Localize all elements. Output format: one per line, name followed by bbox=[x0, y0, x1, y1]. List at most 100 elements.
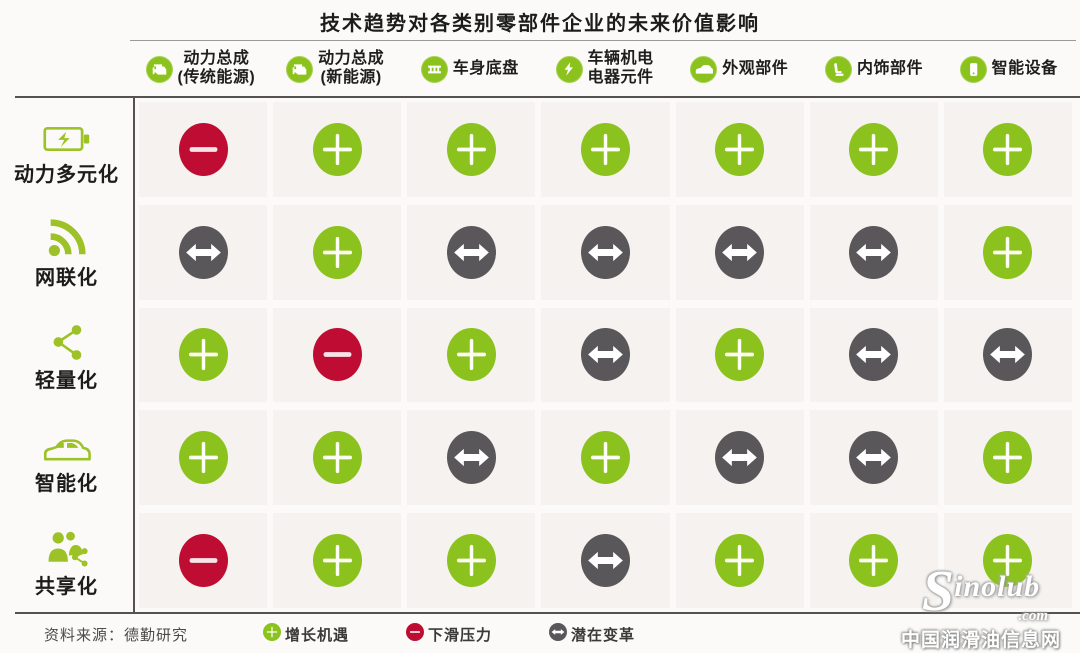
impact-matrix: 动力多元化网联化轻量化智能化共享化 bbox=[0, 98, 1080, 612]
row-header-label: 智能化 bbox=[35, 472, 98, 495]
legend-item: 增长机遇 bbox=[263, 623, 349, 646]
column-header-label: 车辆机电 电器元件 bbox=[587, 50, 654, 86]
matrix-cell bbox=[273, 307, 402, 403]
row-header-label: 轻量化 bbox=[35, 369, 98, 392]
matrix-cell bbox=[407, 410, 536, 506]
row-header-label: 网联化 bbox=[35, 267, 98, 290]
matrix-cell bbox=[809, 307, 938, 403]
matrix-cell bbox=[943, 204, 1072, 300]
plus-circle-icon bbox=[312, 225, 362, 279]
electronics-icon bbox=[555, 55, 583, 83]
plus-circle-icon bbox=[983, 534, 1033, 588]
double-arrow-circle-icon bbox=[849, 225, 899, 279]
matrix-cell bbox=[943, 513, 1072, 608]
matrix-cell bbox=[675, 410, 804, 506]
column-header: 动力总成 (传统能源) bbox=[133, 42, 268, 96]
plus-circle-icon bbox=[178, 431, 228, 485]
plus-circle-icon bbox=[446, 328, 496, 382]
table-row: 动力多元化 bbox=[0, 98, 1080, 201]
plus-circle-icon bbox=[178, 328, 228, 382]
column-header-label: 内饰部件 bbox=[856, 59, 923, 77]
plus-circle-icon bbox=[263, 623, 281, 646]
double-arrow-circle-icon bbox=[178, 225, 228, 279]
footer: 资料来源：德勤研究 增长机遇 下滑压力 潜在变革 bbox=[0, 614, 1080, 653]
legend: 增长机遇 下滑压力 潜在变革 bbox=[263, 623, 635, 646]
matrix-cell bbox=[943, 102, 1072, 197]
matrix-cell bbox=[273, 102, 402, 197]
exterior-parts-icon bbox=[690, 55, 718, 83]
table-row: 智能化 bbox=[0, 406, 1080, 509]
double-arrow-circle-icon bbox=[580, 225, 630, 279]
plus-circle-icon bbox=[983, 431, 1033, 485]
page-title: 技术趋势对各类别零部件企业的未来价值影响 bbox=[320, 13, 760, 35]
plus-circle-icon bbox=[715, 328, 765, 382]
smart-car-icon bbox=[42, 420, 92, 464]
title-divider bbox=[130, 40, 1076, 41]
plus-circle-icon bbox=[580, 431, 630, 485]
plus-circle-icon bbox=[446, 122, 496, 176]
row-header: 动力多元化 bbox=[0, 98, 133, 201]
source-note: 资料来源：德勤研究 bbox=[44, 627, 189, 644]
matrix-cell bbox=[541, 307, 670, 403]
matrix-cell bbox=[809, 513, 938, 608]
engine-new-energy-icon bbox=[286, 55, 314, 83]
double-arrow-circle-icon bbox=[849, 431, 899, 485]
minus-circle-icon bbox=[406, 623, 425, 646]
matrix-cell bbox=[541, 204, 670, 300]
matrix-cell bbox=[675, 513, 804, 608]
plus-circle-icon bbox=[312, 431, 362, 485]
double-arrow-circle-icon bbox=[715, 225, 765, 279]
matrix-cell bbox=[675, 102, 804, 197]
plus-circle-icon bbox=[849, 122, 899, 176]
legend-label: 增长机遇 bbox=[285, 627, 350, 644]
matrix-cell bbox=[139, 513, 268, 608]
row-header: 轻量化 bbox=[0, 304, 133, 407]
matrix-cell bbox=[809, 204, 938, 300]
legend-label: 潜在变革 bbox=[571, 627, 636, 644]
matrix-cell bbox=[407, 204, 536, 300]
lightweight-icon bbox=[48, 317, 86, 361]
matrix-cell bbox=[541, 102, 670, 197]
column-headers: 动力总成 (传统能源) 动力总成 (新能源) 车身底盘 车辆机电 电器元件 外观部件 内饰部件 智… bbox=[133, 42, 1076, 96]
plus-circle-icon bbox=[983, 122, 1033, 176]
matrix-cell bbox=[273, 410, 402, 506]
plus-circle-icon bbox=[580, 122, 630, 176]
chassis-icon bbox=[420, 55, 448, 83]
plus-circle-icon bbox=[312, 534, 362, 588]
column-header-label: 动力总成 (新能源) bbox=[318, 50, 385, 86]
matrix-cell bbox=[943, 307, 1072, 403]
double-arrow-circle-icon bbox=[580, 328, 630, 382]
engine-traditional-icon bbox=[145, 55, 173, 83]
table-bottom-divider bbox=[15, 612, 1080, 614]
legend-item: 下滑压力 bbox=[406, 623, 492, 646]
sharing-icon bbox=[45, 523, 89, 567]
row-header: 共享化 bbox=[0, 509, 133, 612]
matrix-cell bbox=[809, 102, 938, 197]
column-header-label: 动力总成 (传统能源) bbox=[177, 50, 256, 86]
column-header-label: 智能设备 bbox=[991, 59, 1058, 77]
column-header: 车辆机电 电器元件 bbox=[537, 42, 672, 96]
plus-circle-icon bbox=[715, 122, 765, 176]
battery-icon bbox=[42, 111, 91, 155]
matrix-cell bbox=[809, 410, 938, 506]
row-header: 网联化 bbox=[0, 201, 133, 304]
interior-parts-icon bbox=[824, 55, 852, 83]
double-arrow-circle-icon bbox=[446, 225, 496, 279]
plus-circle-icon bbox=[715, 534, 765, 588]
double-arrow-circle-icon bbox=[849, 328, 899, 382]
matrix-cell bbox=[541, 513, 670, 608]
row-header-label: 动力多元化 bbox=[14, 164, 119, 187]
column-header: 外观部件 bbox=[672, 42, 807, 96]
matrix-cell bbox=[675, 307, 804, 403]
matrix-cell bbox=[675, 204, 804, 300]
minus-circle-icon bbox=[312, 328, 362, 382]
matrix-cell bbox=[407, 307, 536, 403]
column-header: 动力总成 (新能源) bbox=[268, 42, 403, 96]
matrix-cell bbox=[139, 410, 268, 506]
double-arrow-circle-icon bbox=[715, 431, 765, 485]
double-arrow-circle-icon bbox=[983, 328, 1033, 382]
plus-circle-icon bbox=[446, 534, 496, 588]
matrix-cell bbox=[273, 204, 402, 300]
matrix-cell bbox=[407, 513, 536, 608]
column-header: 智能设备 bbox=[941, 42, 1076, 96]
